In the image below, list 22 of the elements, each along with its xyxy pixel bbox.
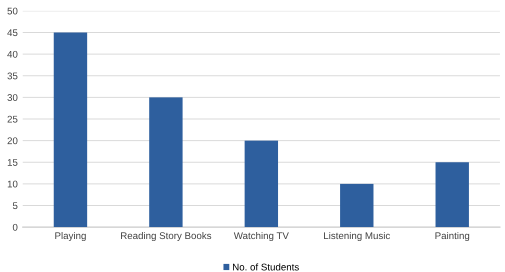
legend-label: No. of Students	[233, 263, 299, 271]
x-tick-label: Playing	[55, 232, 86, 242]
y-tick-label: 10	[8, 180, 18, 188]
y-tick-label: 20	[8, 137, 18, 144]
y-tick-label: 45	[7, 29, 18, 36]
x-tick-label: Watching TV	[234, 232, 289, 242]
bar	[244, 140, 278, 228]
x-tick-label: Reading Story Books	[121, 232, 212, 242]
bar	[340, 184, 374, 228]
bar	[54, 32, 88, 228]
y-tick-label: 30	[7, 94, 18, 101]
x-tick-label: Listening Music	[324, 232, 390, 242]
y-tick-label: 0	[12, 224, 18, 231]
y-tick-label: 35	[7, 72, 18, 80]
bar	[149, 97, 183, 228]
y-tick-label: 15	[8, 159, 18, 166]
x-tick-label: Painting	[435, 232, 470, 242]
y-tick-label: 40	[7, 50, 18, 58]
y-tick-label: 5	[12, 202, 18, 210]
bar	[436, 162, 469, 228]
y-tick-label: 50	[7, 8, 18, 14]
y-tick-label: 25	[8, 116, 18, 123]
